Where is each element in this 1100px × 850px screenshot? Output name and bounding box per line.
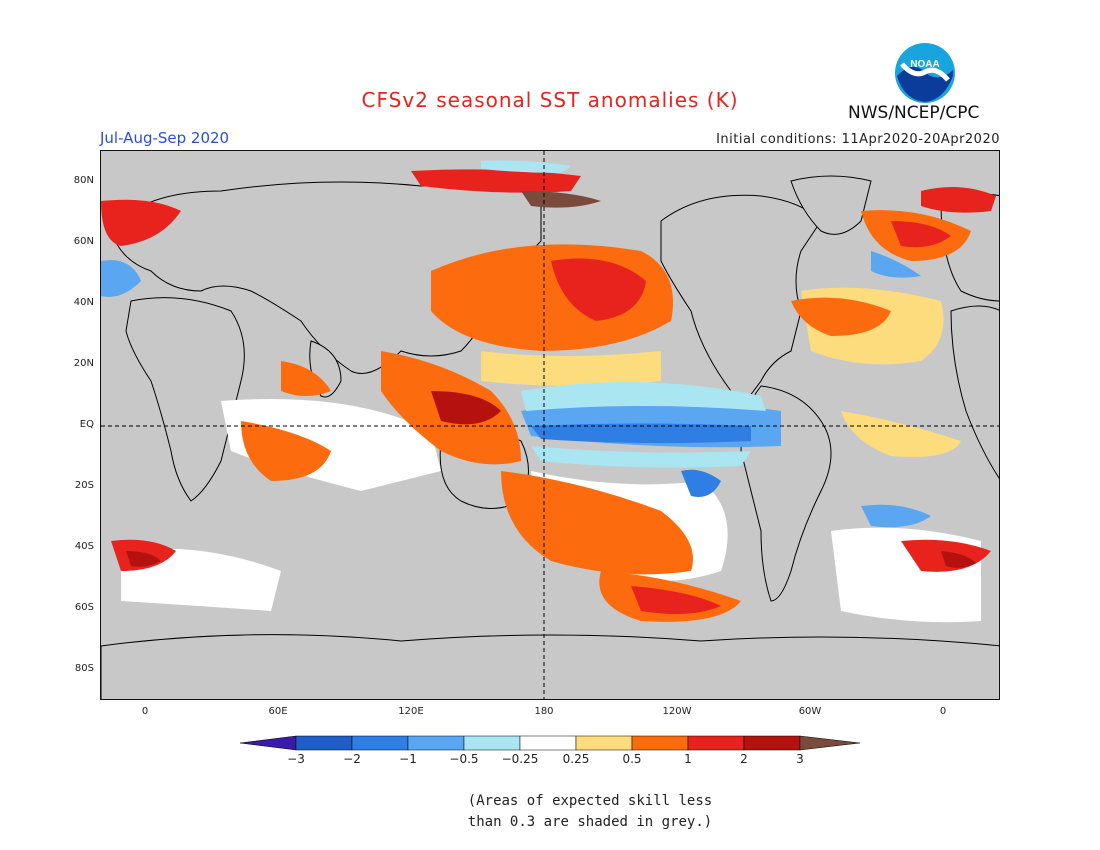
colorbar-label: 3	[796, 752, 804, 766]
lon-label-0: 0	[141, 706, 149, 717]
colorbar-swatch-6	[575, 735, 633, 751]
colorbar-swatch-max	[799, 735, 861, 751]
lon-label-60w: 60W	[798, 706, 822, 717]
colorbar-swatch-9	[743, 735, 801, 751]
lat-label-40n: 40N	[73, 297, 94, 308]
anomaly-fields	[101, 160, 996, 623]
colorbar-swatch-min	[239, 735, 297, 751]
lon-label-0-right: 0	[939, 706, 947, 717]
colorbar-label: −1	[399, 752, 417, 766]
lon-label-180: 180	[534, 706, 554, 717]
map-title: CFSv2 seasonal SST anomalies (K)	[361, 88, 739, 112]
lat-label-eq: EQ	[79, 419, 94, 430]
lat-label-80s: 80S	[74, 663, 94, 674]
season-label: Jul-Aug-Sep 2020	[100, 129, 230, 147]
lat-label-60n: 60N	[73, 236, 94, 247]
colorbar-swatch-2	[351, 735, 409, 751]
colorbar-label: −0.25	[501, 752, 539, 766]
colorbar-label: 0.5	[622, 752, 642, 766]
sst-anomaly-map	[100, 150, 1000, 700]
lat-label-40s: 40S	[74, 541, 94, 552]
skill-note: (Areas of expected skill less than 0.3 a…	[400, 791, 780, 833]
colorbar-swatch-8	[687, 735, 745, 751]
lat-label-20n: 20N	[73, 358, 94, 369]
colorbar-swatch-4	[463, 735, 521, 751]
skill-note-line2: than 0.3 are shaded in grey.)	[467, 814, 713, 830]
colorbar	[239, 735, 862, 755]
colorbar-label: −0.5	[449, 752, 479, 766]
colorbar-label: −3	[287, 752, 305, 766]
colorbar-swatch-3	[407, 735, 465, 751]
noaa-logo: NOAA	[894, 42, 956, 104]
colorbar-swatch-7	[631, 735, 689, 751]
agency-label: NWS/NCEP/CPC	[848, 103, 980, 123]
skill-note-line1: (Areas of expected skill less	[467, 793, 713, 809]
colorbar-label: −2	[343, 752, 361, 766]
lon-label-60e: 60E	[268, 706, 288, 717]
lat-label-80n: 80N	[73, 175, 94, 186]
lon-label-120e: 120E	[398, 706, 424, 717]
initial-conditions-label: Initial conditions: 11Apr2020-20Apr2020	[716, 132, 1000, 147]
lat-label-60s: 60S	[74, 602, 94, 613]
colorbar-label: 0.25	[562, 752, 590, 766]
lon-label-120w: 120W	[662, 706, 692, 717]
lat-label-20s: 20S	[74, 480, 94, 491]
colorbar-swatch-1	[295, 735, 353, 751]
logo-text: NOAA	[910, 59, 939, 70]
colorbar-label: 1	[684, 752, 692, 766]
colorbar-label: 2	[740, 752, 748, 766]
colorbar-swatch-5	[519, 735, 577, 751]
